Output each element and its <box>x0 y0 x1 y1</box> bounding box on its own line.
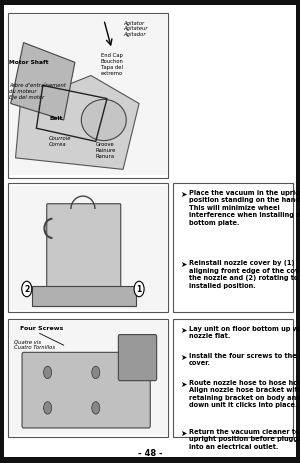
Text: Belt: Belt <box>49 116 63 121</box>
FancyBboxPatch shape <box>47 204 121 304</box>
Circle shape <box>134 282 144 297</box>
Bar <box>9 16 166 176</box>
Text: Lay unit on floor bottom up with
nozzle flat.: Lay unit on floor bottom up with nozzle … <box>189 325 300 338</box>
Text: Route nozzle hose to hose holder.
Align nozzle hose bracket with
retaining brack: Route nozzle hose to hose holder. Align … <box>189 379 300 407</box>
FancyBboxPatch shape <box>118 335 157 381</box>
Text: Reinstall nozzle cover by (1)
aligning front edge of the cover with
the nozzle a: Reinstall nozzle cover by (1) aligning f… <box>189 260 300 288</box>
Text: - 48 -: - 48 - <box>138 448 162 457</box>
Bar <box>32 287 136 306</box>
Text: Return the vacuum cleaner to the
upright position before plugging
into an electr: Return the vacuum cleaner to the upright… <box>189 428 300 449</box>
Text: ➤: ➤ <box>180 325 186 334</box>
Text: 1: 1 <box>136 285 142 294</box>
Text: Four Screws: Four Screws <box>20 325 64 331</box>
Bar <box>172 319 292 438</box>
Text: Install the four screws to the nozzle
cover.: Install the four screws to the nozzle co… <box>189 352 300 365</box>
Text: End Cap
Bouchon
Tapa del
extremo: End Cap Bouchon Tapa del extremo <box>100 53 124 75</box>
Bar <box>9 186 166 310</box>
Bar <box>8 184 168 313</box>
Circle shape <box>44 402 52 414</box>
Circle shape <box>92 402 100 414</box>
Bar <box>172 184 292 313</box>
Text: ➤: ➤ <box>180 428 186 437</box>
Bar <box>8 319 168 438</box>
Text: Quatre vis
Cuatro Tornillos: Quatre vis Cuatro Tornillos <box>14 338 55 349</box>
Bar <box>9 322 166 435</box>
Text: Groove
Rainure
Ranura: Groove Rainure Ranura <box>96 142 116 159</box>
Text: 2: 2 <box>24 285 29 294</box>
Text: ➤: ➤ <box>180 379 186 388</box>
Ellipse shape <box>81 100 126 141</box>
FancyBboxPatch shape <box>22 353 150 428</box>
Text: Agitator
Agitateur
Agitador: Agitator Agitateur Agitador <box>123 20 148 37</box>
Text: Place the vacuum in the upright
position standing on the handle.
This will minim: Place the vacuum in the upright position… <box>189 189 300 225</box>
Bar <box>8 14 168 178</box>
Text: Courroie
Correa: Courroie Correa <box>49 136 72 146</box>
Text: ➤: ➤ <box>180 260 186 269</box>
Circle shape <box>22 282 32 297</box>
Polygon shape <box>11 44 75 121</box>
Text: ➤: ➤ <box>180 352 186 361</box>
Text: Motor Shaft: Motor Shaft <box>9 60 49 65</box>
Circle shape <box>92 366 100 379</box>
Circle shape <box>44 366 52 379</box>
Text: Arbre d'entraînement
du moteur
Eje del motor: Arbre d'entraînement du moteur Eje del m… <box>9 83 66 100</box>
Polygon shape <box>16 76 139 170</box>
Text: ➤: ➤ <box>180 189 186 198</box>
